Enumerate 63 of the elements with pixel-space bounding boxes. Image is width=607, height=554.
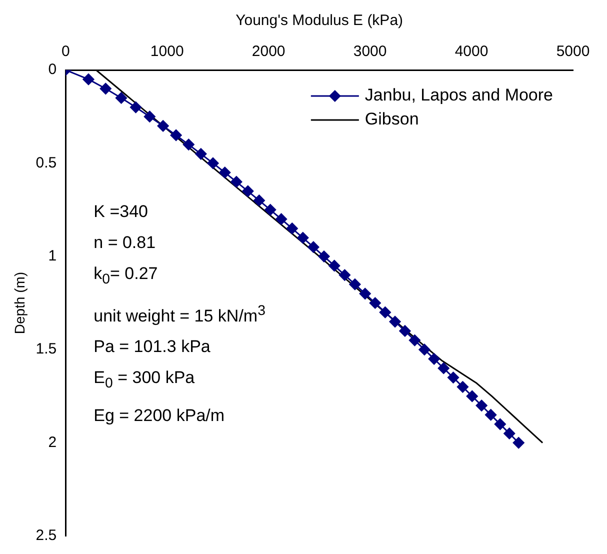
annotation: n = 0.81	[94, 232, 157, 254]
point	[286, 222, 298, 234]
annotation: unit weight = 15 kN/m$^{3}$	[94, 302, 266, 328]
point	[485, 409, 497, 421]
point	[130, 102, 142, 114]
point	[276, 213, 288, 225]
legend-label: Gibson	[364, 110, 419, 129]
point	[379, 306, 391, 318]
annotation: K =340	[94, 201, 149, 224]
point	[253, 194, 265, 206]
point	[338, 269, 350, 281]
point	[428, 353, 440, 365]
point	[219, 166, 231, 178]
x-tick-label: 0	[61, 43, 70, 60]
x-tick-label: 1000	[150, 43, 184, 60]
y-tick-label: 1	[48, 248, 57, 265]
annotation: E$_{0}$ = 300 kPa	[94, 367, 196, 394]
point	[466, 390, 478, 402]
point	[308, 241, 320, 253]
x-tick-label: 3000	[353, 43, 387, 60]
point	[318, 250, 330, 262]
point	[418, 344, 430, 356]
y-tick-label: 0.5	[36, 154, 57, 172]
y-tick-label: 2	[48, 434, 57, 451]
x-tick-label: 2000	[252, 43, 286, 60]
point	[144, 110, 156, 122]
point	[82, 74, 94, 86]
point	[494, 418, 506, 430]
point	[207, 157, 219, 169]
y-axis-title: Depth (m)	[11, 272, 28, 334]
point	[399, 325, 411, 337]
point	[170, 129, 182, 141]
point	[359, 288, 371, 300]
point	[369, 297, 381, 309]
point	[476, 400, 488, 412]
annotation: Eg = 2200 kPa/m	[94, 404, 226, 427]
point	[512, 437, 524, 449]
x-axis-title: Young's Modulus E (kPa)	[236, 12, 404, 30]
point	[100, 82, 112, 94]
point	[264, 204, 276, 216]
point	[182, 138, 194, 150]
x-tick-label: 5000	[556, 43, 590, 60]
point	[389, 316, 401, 328]
point	[297, 232, 309, 244]
y-tick-label: 0	[48, 61, 57, 78]
point	[456, 381, 468, 393]
point	[242, 185, 254, 197]
point	[448, 372, 460, 384]
x-tick-label: 4000	[454, 43, 488, 60]
point	[438, 362, 450, 374]
annotation: k$_{0}$= 0.27	[94, 263, 159, 290]
y-tick-label: 1.5	[36, 340, 57, 358]
point	[328, 260, 340, 272]
point	[195, 148, 207, 160]
point	[157, 120, 169, 132]
point	[504, 428, 516, 440]
legend-label: Janbu, Lapos and Moore	[364, 86, 554, 105]
annotation: Pa = 101.3 kPa	[94, 336, 212, 358]
point	[116, 92, 128, 104]
point	[230, 176, 242, 188]
y-tick-label: 2.5	[36, 527, 57, 544]
point	[408, 334, 420, 346]
point	[349, 278, 361, 290]
